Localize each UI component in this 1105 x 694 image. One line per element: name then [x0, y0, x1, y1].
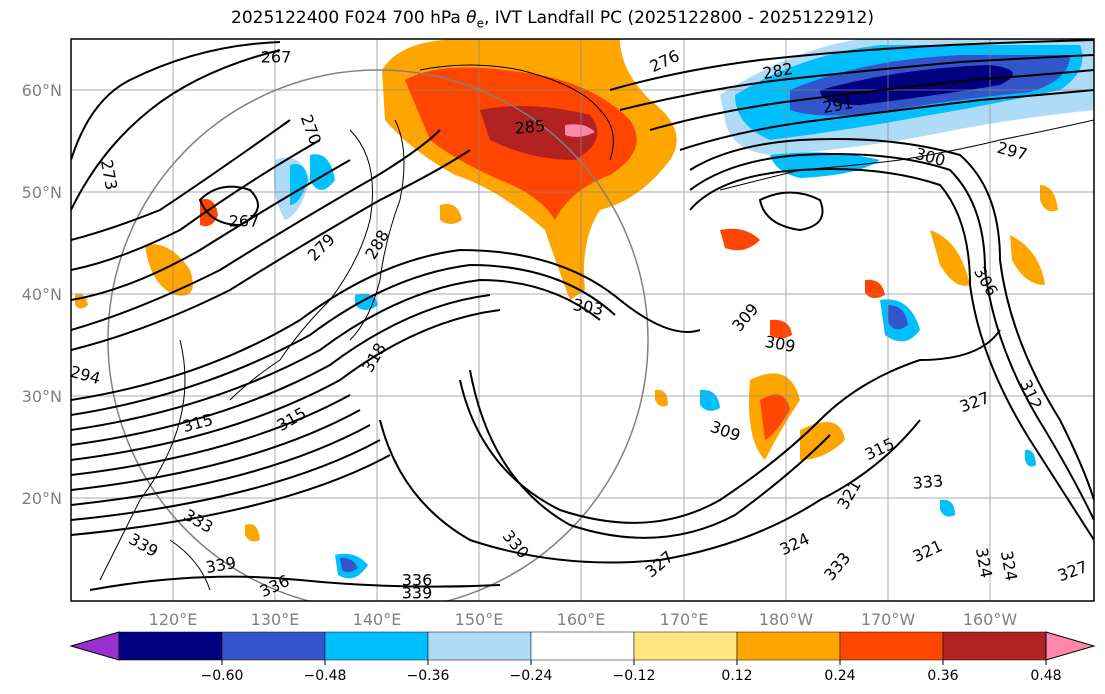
colorbar-tick-label: −0.12	[613, 668, 656, 684]
colorbar-tick-label: 0.24	[824, 668, 855, 684]
lat-label: 40°N	[22, 285, 62, 304]
colorbar-bin	[221, 631, 326, 661]
map-plot-area	[71, 39, 1094, 601]
colorbar-bin	[942, 631, 1047, 661]
colorbar-bin	[118, 631, 223, 661]
colorbar-extend-high	[1045, 631, 1096, 661]
contour-label: 267	[229, 212, 260, 231]
colorbar: −0.60 −0.48 −0.36 −0.24 −0.12 0.12 0.24 0.36 0.4…	[69, 631, 1096, 684]
lon-label: 160°W	[963, 610, 1018, 629]
colorbar-bin	[427, 631, 532, 661]
colorbar-tick-label: 0.12	[721, 668, 752, 684]
theta-e-contours	[71, 39, 1094, 591]
lon-label: 130°E	[251, 610, 300, 629]
lon-label: 140°E	[353, 610, 402, 629]
colorbar-bin	[530, 631, 635, 661]
lon-label: 170°E	[660, 610, 709, 629]
colorbar-tick-label: 0.36	[927, 668, 958, 684]
lon-label: 120°E	[149, 610, 198, 629]
colorbar-bin	[633, 631, 738, 661]
contour-label: 285	[514, 116, 546, 138]
graticule	[71, 39, 1094, 601]
contour-label: 336	[402, 571, 433, 590]
contour-label: 267	[261, 48, 292, 67]
lon-label: 150°E	[455, 610, 504, 629]
lat-label: 60°N	[22, 81, 62, 100]
colorbar-bin	[839, 631, 944, 661]
positive-shading	[75, 39, 1058, 542]
colorbar-tick-label: −0.36	[407, 668, 450, 684]
colorbar-bin	[324, 631, 429, 661]
colorbar-extend-low	[69, 631, 120, 661]
colorbar-tick-label: −0.24	[510, 668, 553, 684]
lat-label: 30°N	[22, 387, 62, 406]
colorbar-tick-label: −0.48	[304, 668, 347, 684]
lon-label: 180°W	[759, 610, 814, 629]
colorbar-tick-label: −0.60	[201, 668, 244, 684]
lat-label: 50°N	[22, 183, 62, 202]
contour-label: 339	[402, 584, 433, 603]
longitude-labels: 120°E 130°E 140°E 150°E 160°E 170°E 180°W 170°W…	[149, 610, 1018, 629]
contour-label: 333	[912, 471, 944, 493]
lon-label: 170°W	[861, 610, 916, 629]
latitude-labels: 60°N 50°N 40°N 30°N 20°N	[22, 81, 62, 508]
map-title: 2025122400 F024 700 hPa θe, IVT Landfall…	[231, 8, 874, 31]
lon-label: 160°E	[557, 610, 606, 629]
map-frame	[70, 38, 1095, 602]
lat-label: 20°N	[22, 489, 62, 508]
colorbar-bin	[736, 631, 841, 661]
colorbar-tick-label: 0.48	[1030, 668, 1061, 684]
